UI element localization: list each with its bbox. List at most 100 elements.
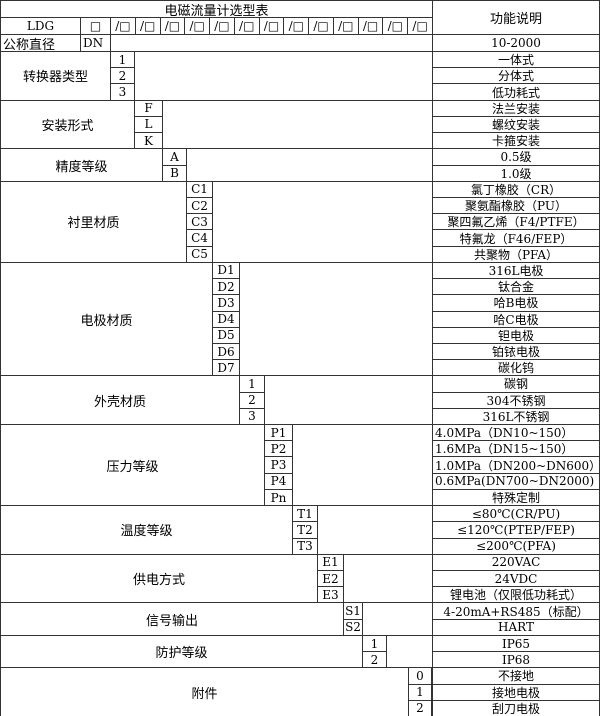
option-code: D1 [212, 261, 240, 280]
option-code: 3 [239, 407, 265, 426]
option-code: T2 [292, 521, 318, 539]
option-code: 2 [408, 699, 432, 716]
model-slot: /□ [134, 17, 161, 35]
option-desc: IP65 [432, 634, 600, 653]
option-desc: 锂电池（仅限低功耗式） [432, 586, 600, 604]
option-code: 1 [239, 375, 265, 393]
option-code: E1 [317, 553, 344, 572]
option-desc: HART [432, 618, 600, 636]
option-code: S1 [343, 602, 363, 620]
model-slot: /□ [233, 17, 260, 35]
option-code: F [134, 99, 163, 117]
option-desc: 4-20mA+RS485（标配） [432, 602, 600, 620]
blank [110, 34, 433, 52]
option-code: L [134, 115, 163, 134]
option-desc: 钛合金 [432, 278, 600, 296]
option-code: P1 [264, 424, 293, 442]
option-code: D5 [212, 326, 240, 344]
option-desc: 钽电极 [432, 326, 600, 344]
option-desc: 接地电极 [432, 683, 600, 701]
option-code: 1 [110, 51, 135, 69]
option-desc: 碳化钨 [432, 359, 600, 377]
model-slot: /□ [110, 17, 136, 35]
table-title: 电磁流量计选型表 [0, 0, 433, 18]
option-desc: 一体式 [432, 51, 600, 69]
model-slot: /□ [209, 17, 235, 35]
blank [362, 602, 433, 636]
model-slot: /□ [357, 17, 384, 35]
option-code: D3 [212, 294, 240, 312]
option-code: D6 [212, 342, 240, 361]
option-desc: 0.6MPa(DN700~DN2000) [432, 472, 600, 490]
model-slot: /□ [332, 17, 359, 35]
option-desc: 碳钢 [432, 375, 600, 393]
blank [386, 634, 433, 669]
blank [239, 261, 433, 377]
group-label: 附件 [0, 667, 409, 716]
blank [317, 505, 433, 555]
group-label: 转换器类型 [0, 51, 111, 101]
nominal-diameter-label: 公称直径 [0, 34, 81, 52]
option-code: D2 [212, 278, 240, 296]
option-desc: 分体式 [432, 67, 600, 85]
group-label: 温度等级 [0, 505, 293, 555]
option-desc: 1.0级 [432, 164, 600, 182]
option-code: 1 [362, 634, 387, 653]
option-code: P2 [264, 440, 293, 458]
group-label: 供电方式 [0, 553, 318, 604]
blank [264, 375, 433, 426]
group-label: 安装形式 [0, 99, 135, 150]
group-label: 电极材质 [0, 261, 213, 377]
blank [292, 424, 433, 507]
model-slot: /□ [258, 17, 285, 35]
blank [186, 148, 433, 182]
option-desc: ≤120℃(PTEP/FEP) [432, 521, 600, 539]
option-desc: 哈C电极 [432, 310, 600, 328]
option-desc: IP68 [432, 651, 600, 669]
option-desc: 氯丁橡胶（CR） [432, 180, 600, 198]
model-slot: /□ [407, 17, 433, 35]
option-desc: 316L电极 [432, 261, 600, 280]
option-desc: 4.0MPa（DN10~150） [432, 424, 600, 442]
option-code: Pn [264, 488, 293, 507]
option-desc: 聚四氟乙烯（F4/PTFE） [432, 213, 600, 231]
option-code: C1 [186, 180, 213, 198]
option-code: S2 [343, 618, 363, 636]
model-slot: /□ [159, 17, 186, 35]
option-code: 3 [110, 83, 135, 101]
model-slot: /□ [184, 17, 211, 35]
option-code: C3 [186, 213, 213, 231]
option-desc: 1.6MPa（DN15~150） [432, 440, 600, 458]
option-code: T1 [292, 505, 318, 523]
option-desc: 卡箍安装 [432, 132, 600, 150]
model-slot: /□ [382, 17, 409, 35]
option-desc: 刮刀电极 [432, 699, 600, 716]
model-slot: /□ [308, 17, 334, 35]
option-desc: 螺纹安装 [432, 115, 600, 134]
option-code: C5 [186, 245, 213, 263]
group-label: 压力等级 [0, 424, 265, 507]
model-prefix: LDG [0, 17, 81, 35]
blank [343, 553, 433, 604]
option-code: P4 [264, 472, 293, 490]
option-desc: 1.0MPa（DN200~DN600） [432, 456, 600, 474]
option-code: A [162, 148, 187, 166]
option-code: P3 [264, 456, 293, 474]
model-slot: /□ [283, 17, 310, 35]
option-code: D4 [212, 310, 240, 328]
function-header: 功能说明 [432, 0, 600, 35]
option-code: C4 [186, 229, 213, 247]
nominal-diameter-desc: 10-2000 [432, 34, 600, 52]
option-code: 2 [362, 651, 387, 669]
group-label: 防护等级 [0, 634, 363, 669]
option-code: T3 [292, 537, 318, 555]
option-desc: ≤80℃(CR/PU) [432, 505, 600, 523]
option-desc: 不接地 [432, 667, 600, 685]
option-code: E2 [317, 570, 344, 588]
option-desc: 特殊定制 [432, 488, 600, 507]
blank [162, 99, 433, 150]
option-desc: 低功耗式 [432, 83, 600, 101]
option-code: 1 [408, 683, 432, 701]
option-code: K [134, 132, 163, 150]
